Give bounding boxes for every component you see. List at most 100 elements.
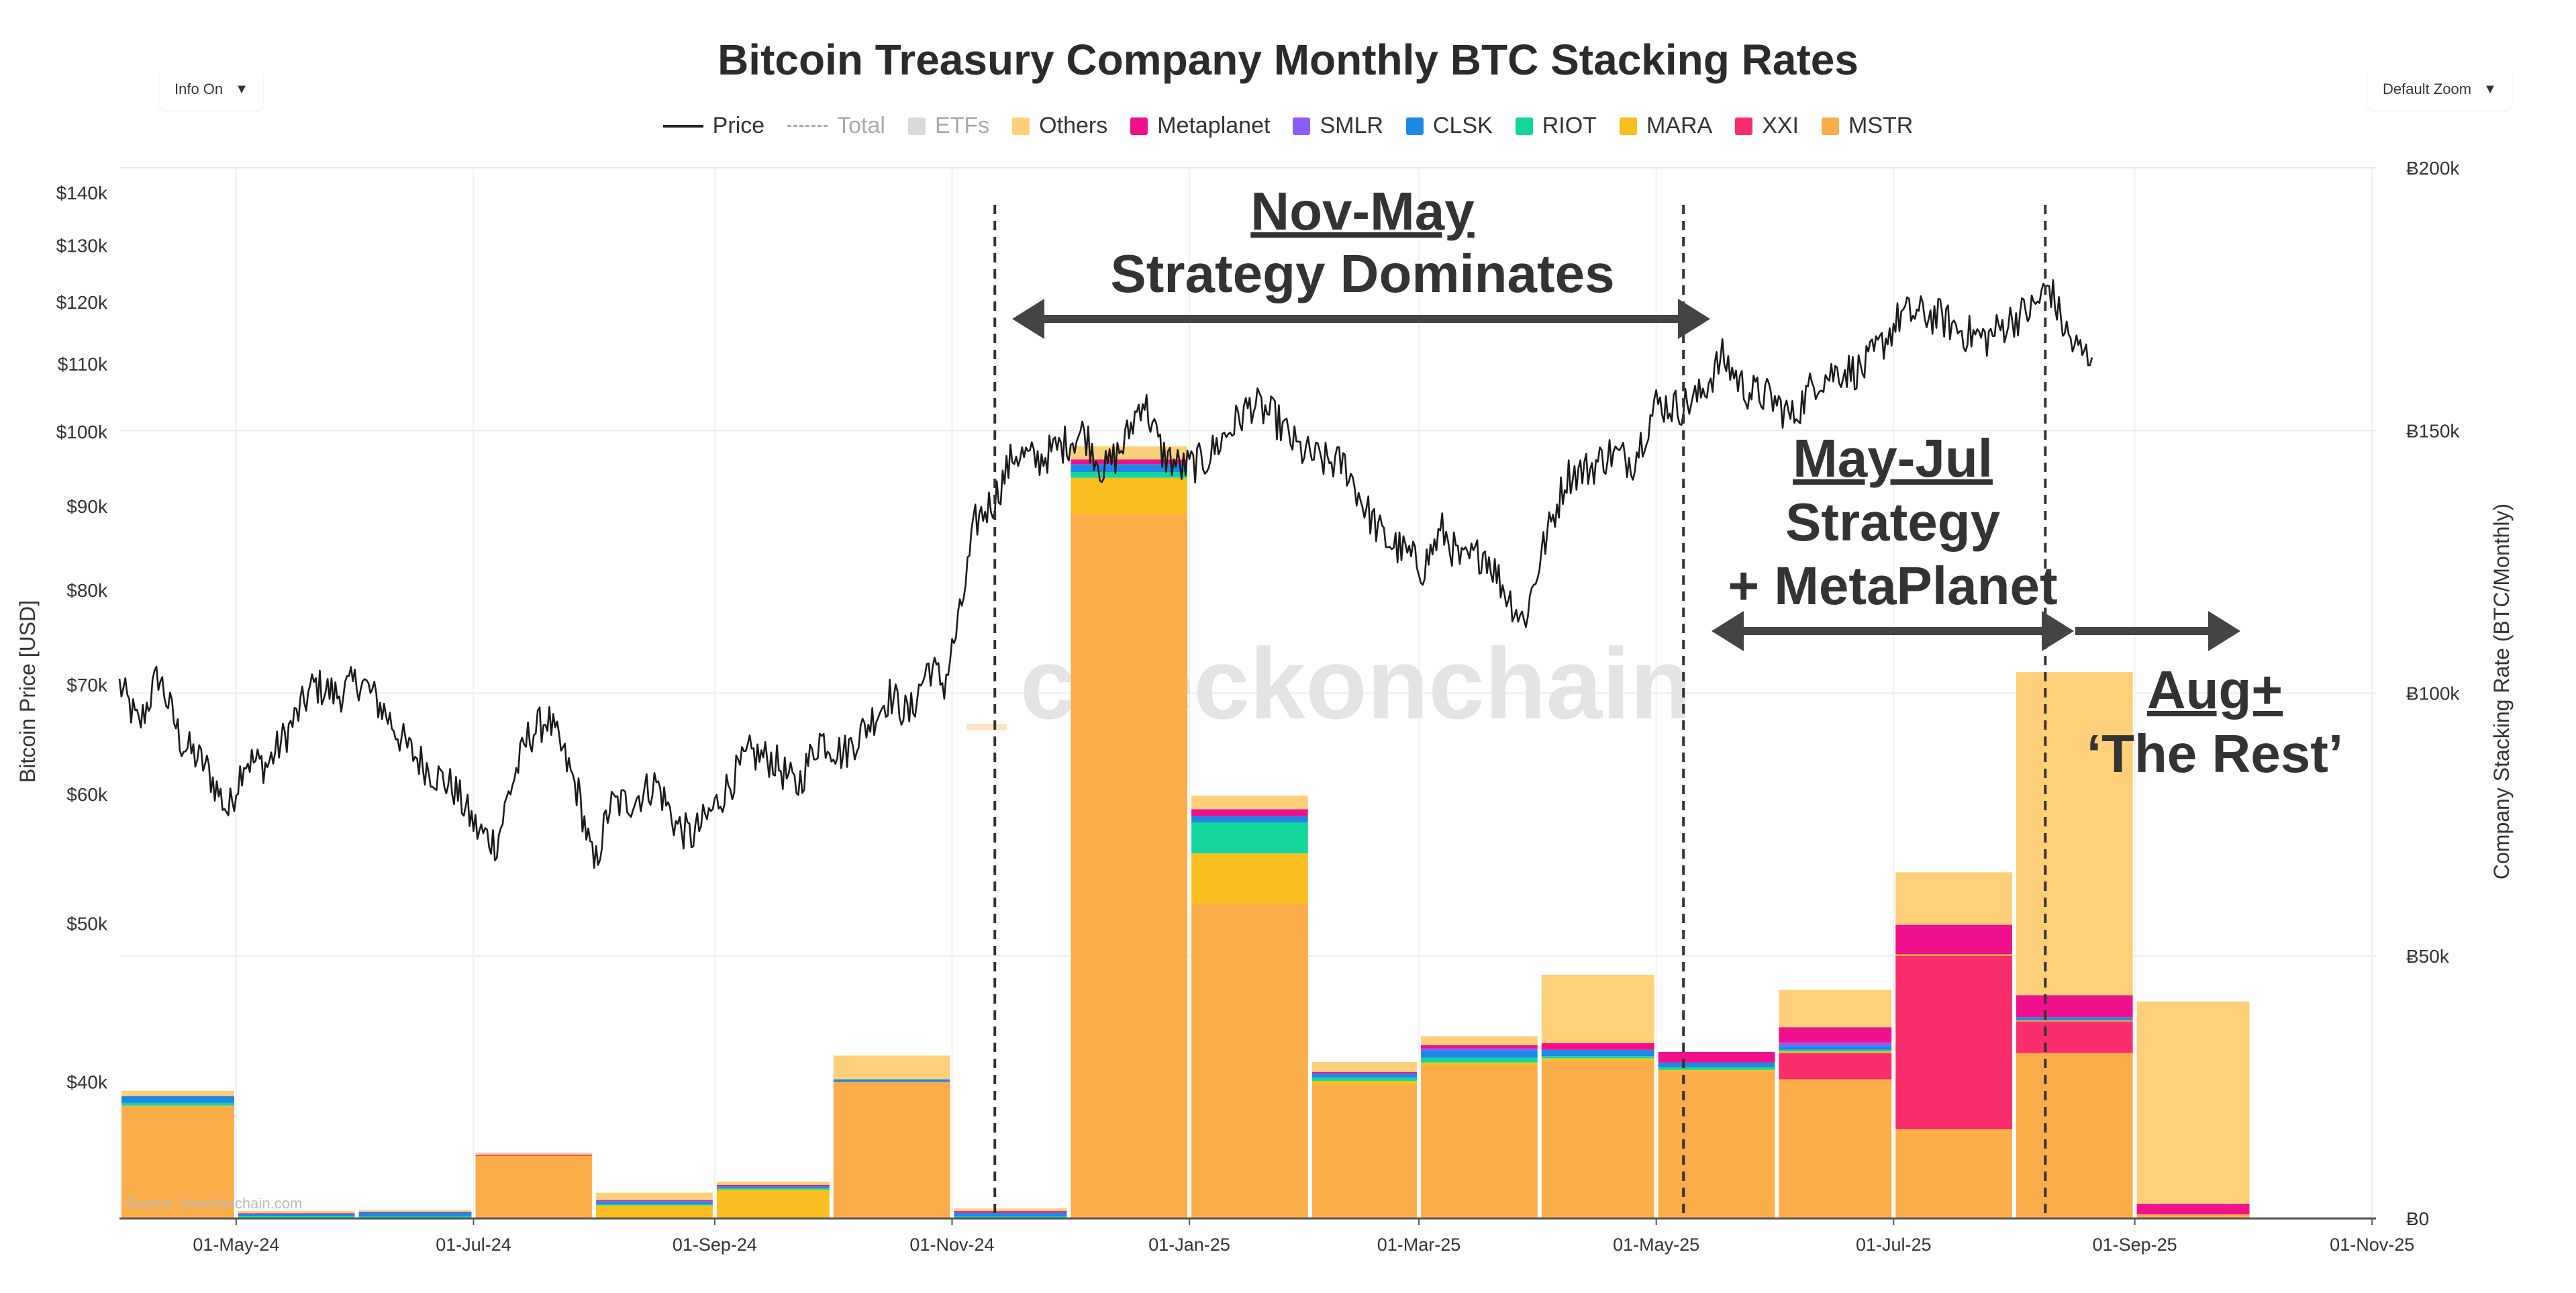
arrow-head	[1012, 299, 1044, 339]
bar-segment-metaplanet	[2016, 995, 2133, 1018]
legend-swatch	[1515, 117, 1533, 135]
bar-segment-others	[2016, 672, 2133, 996]
bar-segment-mstr	[1071, 514, 1188, 1219]
x-tick-label: 01-Jul-25	[1856, 1235, 1932, 1255]
legend-item-smlr[interactable]: SMLR	[1293, 113, 1383, 139]
bar-segment-others	[1779, 990, 1892, 1028]
bar-segment-riot	[1071, 472, 1188, 478]
bar-segment-mara	[596, 1205, 713, 1218]
legend-label: ETFs	[934, 113, 990, 138]
right-tick-label: Ƀ50k	[2406, 946, 2450, 967]
legend-swatch	[1293, 117, 1311, 135]
info-toggle-label: Info On	[175, 81, 224, 97]
left-tick-label: $140k	[56, 183, 108, 203]
annotation-aug-title: Aug+	[2147, 660, 2283, 720]
bar-segment-mstr	[1311, 1084, 1418, 1218]
legend-item-others[interactable]: Others	[1012, 113, 1107, 139]
left-tick-label: $70k	[66, 675, 108, 696]
bar-segment-metaplanet	[1311, 1071, 1418, 1074]
annotation-may-jul-title: May-Jul	[1793, 428, 1993, 488]
legend-swatch	[662, 124, 703, 128]
legend-item-metaplanet[interactable]: Metaplanet	[1130, 113, 1270, 139]
annotation-aug-subtitle: ‘The Rest’	[2087, 724, 2343, 783]
legend-label: Price	[712, 113, 765, 138]
bar-segment-others	[475, 1153, 593, 1155]
bar-segment-clsk	[833, 1079, 950, 1082]
bar-segment-others	[596, 1192, 713, 1200]
zoom-select[interactable]: Default Zoom ▼	[2368, 68, 2512, 110]
watermark-logo-mark	[967, 724, 1007, 730]
bar-segment-clsk	[238, 1213, 355, 1216]
x-tick-label: 01-Sep-25	[2093, 1235, 2177, 1255]
bar-segment-mara	[1895, 954, 2012, 956]
annotation-may-jul-line3: + MetaPlanet	[1728, 556, 2057, 616]
bar-segment-metaplanet	[2136, 1204, 2250, 1214]
bar-segment-clsk	[954, 1212, 1067, 1216]
legend-item-mara[interactable]: MARA	[1619, 113, 1712, 139]
bar-segment-others	[358, 1210, 472, 1212]
legend-item-riot[interactable]: RIOT	[1515, 113, 1597, 139]
legend-swatch	[1012, 117, 1030, 135]
bar-segment-riot	[1311, 1078, 1418, 1081]
bar-segment-metaplanet	[1658, 1051, 1775, 1063]
x-tick-label: 01-Mar-25	[1377, 1235, 1461, 1255]
bar-segment-mstr	[1541, 1061, 1654, 1218]
bar-segment-mstr	[1895, 1129, 2012, 1218]
bar-segment-metaplanet	[1779, 1027, 1892, 1043]
bar-segment-xxi	[1895, 955, 2012, 1129]
legend-item-etfs[interactable]: ETFs	[907, 113, 990, 139]
bar-segment-clsk	[2016, 1017, 2133, 1020]
right-tick-label: Ƀ100k	[2406, 683, 2460, 704]
bar-segment-riot	[1658, 1067, 1775, 1070]
legend-swatch	[1405, 117, 1424, 135]
right-tick-label: Ƀ150k	[2406, 420, 2460, 441]
info-toggle-button[interactable]: Info On ▼	[160, 68, 263, 110]
bar-segment-clsk	[1658, 1062, 1775, 1067]
bar-segment-riot	[954, 1216, 1067, 1218]
chevron-down-icon: ▼	[2483, 81, 2497, 97]
bar-segment-clsk	[596, 1201, 713, 1204]
legend-item-clsk[interactable]: CLSK	[1405, 113, 1493, 139]
bar-segment-riot	[1541, 1056, 1654, 1059]
bar-segment-clsk	[1071, 464, 1188, 473]
legend-swatch	[1130, 117, 1148, 135]
bar-segment-smlr	[1779, 1042, 1892, 1047]
legend-item-total[interactable]: Total	[787, 113, 885, 139]
bar-segment-clsk	[1541, 1049, 1654, 1057]
bar-segment-mstr	[2016, 1053, 2133, 1218]
aug-arrow	[2075, 611, 2240, 651]
legend-label: Metaplanet	[1157, 113, 1271, 138]
legend-item-mstr[interactable]: MSTR	[1822, 113, 1913, 139]
legend-item-xxi[interactable]: XXI	[1735, 113, 1799, 139]
legend-label: Others	[1039, 113, 1108, 138]
x-tick-label: 01-May-24	[193, 1235, 279, 1255]
bar-segment-mstr	[475, 1155, 593, 1218]
bar-segment-mstr	[2136, 1214, 2250, 1218]
bar-segment-mara	[1658, 1069, 1775, 1071]
bar-segment-others	[238, 1211, 355, 1214]
legend-label: MSTR	[1848, 113, 1914, 138]
legend-swatch	[1619, 117, 1637, 135]
bar-segment-riot	[121, 1102, 234, 1106]
price-line	[118, 279, 2093, 869]
annotation-nov-may-subtitle: Strategy Dominates	[1110, 244, 1614, 303]
left-tick-label: $130k	[56, 235, 108, 256]
bar-segment-mstr	[121, 1105, 234, 1218]
bar-segment-riot	[1779, 1049, 1892, 1052]
bar-segment-clsk	[716, 1186, 830, 1188]
arrow-head	[2042, 611, 2074, 651]
may-jul-arrow	[1712, 611, 2074, 651]
bar-segment-metaplanet	[1895, 924, 2012, 955]
y-axis-right-title: Company Stacking Rate (BTC/Monthly)	[2489, 504, 2514, 879]
bar-segment-metaplanet	[1421, 1045, 1538, 1049]
bar-segment-others	[1541, 974, 1654, 1043]
bar-segment-riot	[238, 1216, 355, 1218]
chart-title: Bitcoin Treasury Company Monthly BTC Sta…	[717, 36, 1859, 84]
arrow-head	[1712, 611, 1744, 651]
bar-segment-others	[121, 1090, 234, 1096]
right-tick-label: Ƀ0	[2406, 1208, 2429, 1229]
bar-segment-mara	[1311, 1080, 1418, 1085]
bar-segment-mara	[1541, 1058, 1654, 1061]
legend-item-price[interactable]: Price	[662, 113, 765, 139]
bar-segment-clsk	[1421, 1050, 1538, 1058]
